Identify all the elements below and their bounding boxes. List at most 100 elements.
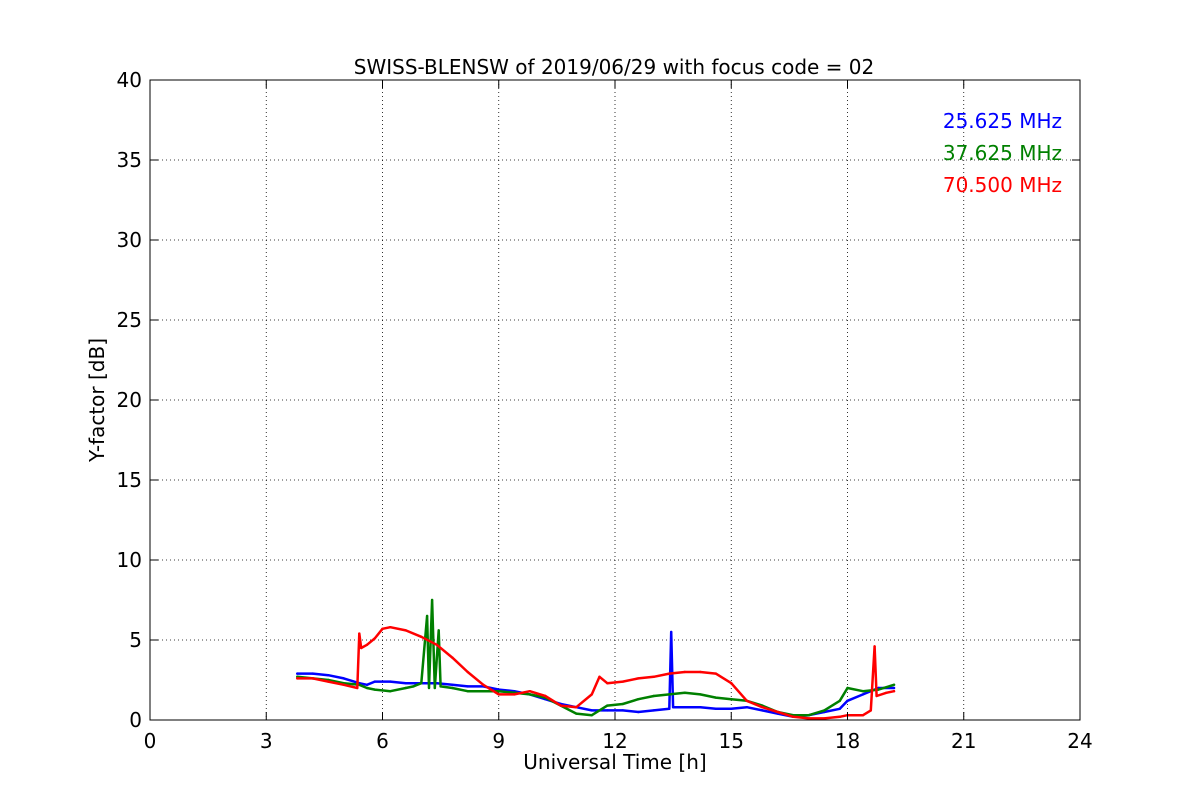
chart-title: SWISS-BLENSW of 2019/06/29 with focus co… xyxy=(354,55,875,79)
series-point-3 xyxy=(389,626,392,629)
series-point-2 xyxy=(652,694,655,698)
series-point-3 xyxy=(311,677,314,680)
series-point-3 xyxy=(466,670,469,674)
x-tick-label: 21 xyxy=(951,729,976,753)
axis-ticks: 0 3 6 9 12 15 18 21 24 0 5 10 15 20 25 30 35 40 xyxy=(117,68,1093,753)
series-point-1 xyxy=(745,706,748,709)
series-point-3 xyxy=(730,682,733,685)
series-point-2 xyxy=(404,686,407,690)
series-point-2 xyxy=(575,712,578,715)
series-point-2 xyxy=(846,686,849,690)
x-tick-label: 15 xyxy=(719,729,744,753)
series-point-1 xyxy=(683,706,686,709)
series-point-1 xyxy=(846,699,849,702)
series-point-1 xyxy=(838,707,841,710)
series-point-2 xyxy=(437,629,440,632)
y-tick-label: 40 xyxy=(117,68,142,92)
series-point-2 xyxy=(668,693,671,696)
series-point-3 xyxy=(761,706,764,709)
series-point-2 xyxy=(714,696,717,699)
series-point-3 xyxy=(404,629,407,632)
y-tick-label: 5 xyxy=(129,628,142,652)
series-point-3 xyxy=(838,715,841,718)
series-point-3 xyxy=(365,643,369,646)
x-tick-label: 3 xyxy=(260,729,273,753)
y-tick-label: 0 xyxy=(129,708,142,732)
series-point-2 xyxy=(433,686,436,690)
series-point-2 xyxy=(427,686,431,690)
y-tick-label: 30 xyxy=(117,228,142,252)
legend: 25.625 MHz 37.625 MHz 70.500 MHz xyxy=(943,109,1062,197)
series-point-3 xyxy=(869,709,872,712)
series-point-1 xyxy=(699,706,702,709)
series-point-3 xyxy=(451,656,454,659)
series-point-3 xyxy=(652,675,655,678)
series-point-1 xyxy=(404,682,407,685)
series-point-3 xyxy=(360,646,363,650)
series-point-2 xyxy=(877,688,880,691)
series-point-3 xyxy=(420,635,423,638)
y-tick-label: 10 xyxy=(117,548,142,572)
series-point-3 xyxy=(598,675,601,678)
series-point-2 xyxy=(838,699,841,702)
series-point-3 xyxy=(699,670,702,674)
series-point-3 xyxy=(807,717,810,720)
series-point-2 xyxy=(430,598,434,602)
plot-series xyxy=(296,598,896,720)
y-tick-label: 35 xyxy=(117,148,142,172)
legend-entry-1: 25.625 MHz xyxy=(943,109,1062,133)
series-point-3 xyxy=(327,680,330,683)
series-point-3 xyxy=(861,714,865,717)
legend-entry-2: 37.625 MHz xyxy=(943,141,1062,165)
series-point-3 xyxy=(885,691,888,694)
series-point-2 xyxy=(823,709,826,712)
series-point-2 xyxy=(637,698,640,701)
series-point-2 xyxy=(482,690,485,693)
series-point-2 xyxy=(451,686,454,690)
x-tick-label: 18 xyxy=(835,729,860,753)
series-point-3 xyxy=(668,672,671,675)
series-point-3 xyxy=(342,683,345,686)
series-point-2 xyxy=(699,693,702,696)
series-point-1 xyxy=(466,685,469,688)
series-point-3 xyxy=(606,682,609,685)
series-point-3 xyxy=(513,693,516,696)
legend-entry-3: 70.500 MHz xyxy=(943,173,1062,197)
x-tick-label: 24 xyxy=(1067,729,1092,753)
series-point-3 xyxy=(575,706,578,709)
series-point-3 xyxy=(792,715,795,718)
series-point-2 xyxy=(892,683,896,686)
series-point-3 xyxy=(892,690,896,693)
series-point-1 xyxy=(621,709,624,712)
series-point-2 xyxy=(590,714,593,717)
series-point-3 xyxy=(683,670,686,674)
series-point-2 xyxy=(420,682,423,685)
series-point-2 xyxy=(861,690,865,693)
series-point-1 xyxy=(892,686,896,690)
series-point-3 xyxy=(714,672,717,675)
series-point-1 xyxy=(730,707,733,710)
series-point-2 xyxy=(497,690,500,693)
x-tick-label: 0 xyxy=(144,729,157,753)
y-tick-label: 15 xyxy=(117,468,142,492)
series-point-1 xyxy=(668,707,671,710)
series-point-3 xyxy=(373,637,376,640)
series-point-1 xyxy=(670,630,673,634)
series-point-2 xyxy=(389,690,392,693)
series-point-1 xyxy=(451,683,454,686)
series-point-2 xyxy=(365,686,369,690)
x-tick-label: 9 xyxy=(492,729,505,753)
x-tick-label: 6 xyxy=(376,729,389,753)
series-point-3 xyxy=(497,693,500,696)
x-axis-title: Universal Time [h] xyxy=(523,750,706,774)
series-point-1 xyxy=(671,706,675,709)
series-point-3 xyxy=(776,710,779,714)
series-point-3 xyxy=(528,690,531,693)
plot-frame xyxy=(149,79,1081,721)
series-point-3 xyxy=(482,683,485,686)
series-point-3 xyxy=(637,677,640,680)
series-point-2 xyxy=(606,704,609,707)
series-line-3 xyxy=(296,625,896,720)
series-point-3 xyxy=(435,643,438,646)
